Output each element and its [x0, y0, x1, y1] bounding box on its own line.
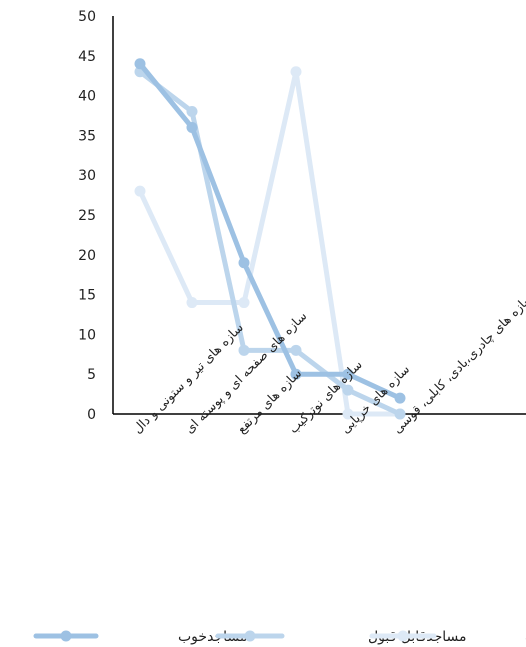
legend-label: مساجدخوب	[178, 629, 247, 645]
y-tick-label: 25	[78, 208, 96, 224]
data-point	[290, 66, 302, 78]
data-point	[394, 392, 406, 404]
series-line	[137, 61, 403, 401]
series-line	[137, 69, 403, 417]
data-point	[238, 257, 250, 269]
legend-item: مساجدخوب	[33, 629, 247, 645]
data-point	[290, 368, 302, 380]
data-point	[238, 297, 250, 309]
y-tick-label: 50	[78, 9, 96, 25]
data-point	[238, 344, 250, 356]
data-point	[134, 58, 146, 70]
y-tick-label: 20	[78, 248, 96, 264]
y-tick-label: 45	[78, 49, 96, 65]
data-point	[342, 384, 354, 396]
data-point	[290, 344, 302, 356]
y-tick-label: 30	[78, 168, 96, 184]
series-layer	[134, 58, 406, 420]
data-point	[186, 297, 198, 309]
y-tick-label: 35	[78, 128, 96, 144]
data-point	[134, 185, 146, 197]
data-point	[342, 408, 354, 420]
legend: مساجدخوبمساجدقابل قبولمساجدضعیف	[33, 629, 526, 645]
y-tick-label: 0	[87, 407, 96, 423]
data-point	[186, 106, 198, 118]
y-tick-label: 5	[87, 367, 96, 383]
data-point	[394, 408, 406, 420]
data-point	[342, 368, 354, 380]
y-axis: 0 5 10 15 20 25 30 35 40 45 50	[78, 9, 114, 423]
data-point	[186, 121, 198, 133]
series-line	[137, 69, 403, 417]
y-tick-label: 40	[78, 89, 96, 105]
y-tick-label: 10	[78, 327, 96, 343]
legend-swatch-marker	[60, 630, 72, 642]
x-category-label: سازه های چادری،بادی، کابلی، قوسی	[390, 290, 526, 437]
legend-swatch-marker	[244, 630, 256, 642]
legend-swatch-marker	[397, 630, 409, 642]
y-tick-label: 15	[78, 288, 96, 304]
